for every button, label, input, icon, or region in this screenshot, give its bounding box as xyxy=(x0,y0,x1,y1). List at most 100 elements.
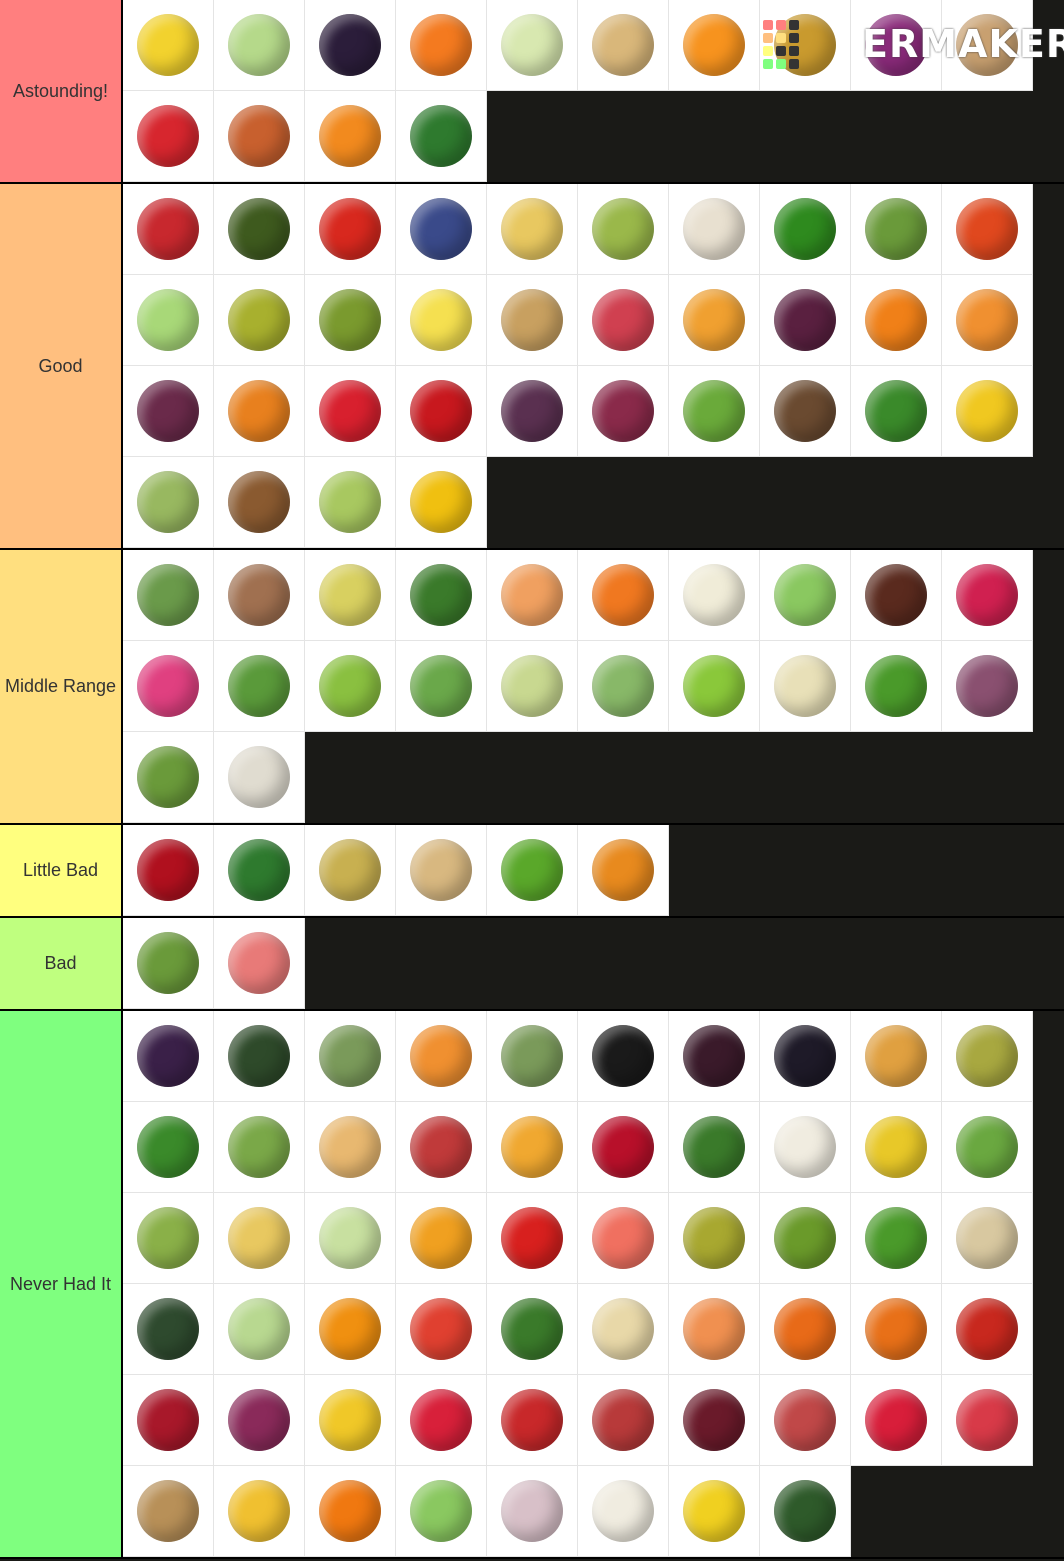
item-alfalfa-sprouts[interactable] xyxy=(305,1011,396,1102)
item-red-cabbage[interactable] xyxy=(851,0,942,91)
item-apricot[interactable] xyxy=(396,1011,487,1102)
item-watermelon[interactable] xyxy=(396,91,487,182)
item-heirloom-tomatoes[interactable] xyxy=(942,184,1033,275)
item-orange[interactable] xyxy=(669,0,760,91)
item-yellow-squash[interactable] xyxy=(669,1466,760,1557)
item-frisee[interactable] xyxy=(942,1102,1033,1193)
item-green-onion[interactable] xyxy=(396,641,487,732)
item-spaghetti-squash[interactable] xyxy=(214,1466,305,1557)
item-cilantro[interactable] xyxy=(123,1102,214,1193)
item-leaf-lettuce[interactable] xyxy=(123,732,214,823)
item-starfruit[interactable] xyxy=(942,366,1033,457)
item-white-mushroom[interactable] xyxy=(214,732,305,823)
item-yukon-potato[interactable] xyxy=(214,1193,305,1284)
item-passion-fruit[interactable] xyxy=(123,366,214,457)
item-sweet-potato[interactable] xyxy=(214,91,305,182)
item-pomegranate[interactable] xyxy=(123,1375,214,1466)
item-zucchini[interactable] xyxy=(760,1466,851,1557)
item-yellow-pepper[interactable] xyxy=(396,457,487,548)
item-seville-orange[interactable] xyxy=(305,1466,396,1557)
tier-label[interactable]: Little Bad xyxy=(0,825,123,916)
item-grapefruit[interactable] xyxy=(578,1193,669,1284)
item-green-apple[interactable] xyxy=(305,641,396,732)
item-broccoli[interactable] xyxy=(396,550,487,641)
tier-label[interactable]: Good xyxy=(0,184,123,548)
item-quince[interactable] xyxy=(305,1375,396,1466)
item-rambutan[interactable] xyxy=(305,366,396,457)
item-blueberry[interactable] xyxy=(396,184,487,275)
item-iceberg-lettuce[interactable] xyxy=(123,275,214,366)
item-carrot[interactable] xyxy=(578,550,669,641)
item-green-pepper[interactable] xyxy=(760,184,851,275)
item-butternut-squash[interactable] xyxy=(305,1102,396,1193)
item-cauliflower[interactable] xyxy=(669,550,760,641)
item-tomatillo-husk[interactable] xyxy=(396,1466,487,1557)
item-fennel[interactable] xyxy=(305,1193,396,1284)
tier-label[interactable]: Bad xyxy=(0,918,123,1009)
item-fava-beans[interactable] xyxy=(214,641,305,732)
item-flat-beans[interactable] xyxy=(760,1193,851,1284)
item-persimmon[interactable] xyxy=(760,1284,851,1375)
item-lime[interactable] xyxy=(669,641,760,732)
item-honeydew[interactable] xyxy=(487,641,578,732)
item-nectarine[interactable] xyxy=(396,1284,487,1375)
item-white-dragon-fruit[interactable] xyxy=(123,641,214,732)
item-turnip[interactable] xyxy=(487,1466,578,1557)
item-red-pepper[interactable] xyxy=(396,366,487,457)
item-rutabaga[interactable] xyxy=(123,1466,214,1557)
item-acorn-squash[interactable] xyxy=(214,1011,305,1102)
item-radish[interactable] xyxy=(851,1375,942,1466)
item-ginger[interactable] xyxy=(396,825,487,916)
item-napa-cabbage[interactable] xyxy=(487,0,578,91)
item-tomato[interactable] xyxy=(305,184,396,275)
item-avocado-half[interactable] xyxy=(578,184,669,275)
item-shiitake[interactable] xyxy=(760,366,851,457)
item-collard-greens[interactable] xyxy=(669,1102,760,1193)
item-raspberry[interactable] xyxy=(396,1375,487,1466)
item-lemon[interactable] xyxy=(396,275,487,366)
item-fuyu-persimmon[interactable] xyxy=(851,1284,942,1375)
tier-label[interactable]: Middle Range xyxy=(0,550,123,823)
item-kohlrabi[interactable] xyxy=(214,1284,305,1375)
item-chanterelle[interactable] xyxy=(487,1102,578,1193)
item-parsnip[interactable] xyxy=(578,1284,669,1375)
item-apple[interactable] xyxy=(123,184,214,275)
item-yellow-dragon-fruit[interactable] xyxy=(851,1102,942,1193)
item-green-beans[interactable] xyxy=(851,184,942,275)
item-bean-sprouts[interactable] xyxy=(760,641,851,732)
item-rhubarb[interactable] xyxy=(942,1375,1033,1466)
item-cactus-pear[interactable] xyxy=(396,1102,487,1193)
item-bitter-melon[interactable] xyxy=(123,918,214,1009)
item-red-grapes[interactable] xyxy=(487,366,578,457)
item-spinach[interactable] xyxy=(851,366,942,457)
item-cantaloupe[interactable] xyxy=(487,550,578,641)
item-orange-pepper[interactable] xyxy=(851,275,942,366)
item-grape-tomatoes[interactable] xyxy=(487,1193,578,1284)
item-green-olives[interactable] xyxy=(669,1193,760,1284)
item-cucumber[interactable] xyxy=(214,825,305,916)
item-cherry[interactable] xyxy=(123,825,214,916)
item-clementine[interactable] xyxy=(305,91,396,182)
item-white-onion[interactable] xyxy=(578,1466,669,1557)
item-red-onion[interactable] xyxy=(578,366,669,457)
item-roma-tomato[interactable] xyxy=(942,1284,1033,1375)
item-onion[interactable] xyxy=(578,0,669,91)
item-lychee[interactable] xyxy=(578,275,669,366)
item-black-olives[interactable] xyxy=(578,1011,669,1102)
item-potato[interactable] xyxy=(942,0,1033,91)
item-peas[interactable] xyxy=(851,641,942,732)
item-horseradish[interactable] xyxy=(942,1193,1033,1284)
tier-label[interactable]: Never Had It xyxy=(0,1011,123,1557)
item-blackberry[interactable] xyxy=(760,1011,851,1102)
item-papaya[interactable] xyxy=(942,275,1033,366)
item-tamarind[interactable] xyxy=(214,457,305,548)
item-celery[interactable] xyxy=(760,550,851,641)
item-bamboo-shoot[interactable] xyxy=(123,457,214,548)
item-pumpkin[interactable] xyxy=(214,366,305,457)
item-aronia-berry[interactable] xyxy=(123,1011,214,1102)
item-edamame[interactable] xyxy=(123,1193,214,1284)
item-tangerine[interactable] xyxy=(396,0,487,91)
item-plum[interactable] xyxy=(669,1375,760,1466)
item-physalis[interactable] xyxy=(396,1193,487,1284)
item-kiwi[interactable] xyxy=(305,275,396,366)
